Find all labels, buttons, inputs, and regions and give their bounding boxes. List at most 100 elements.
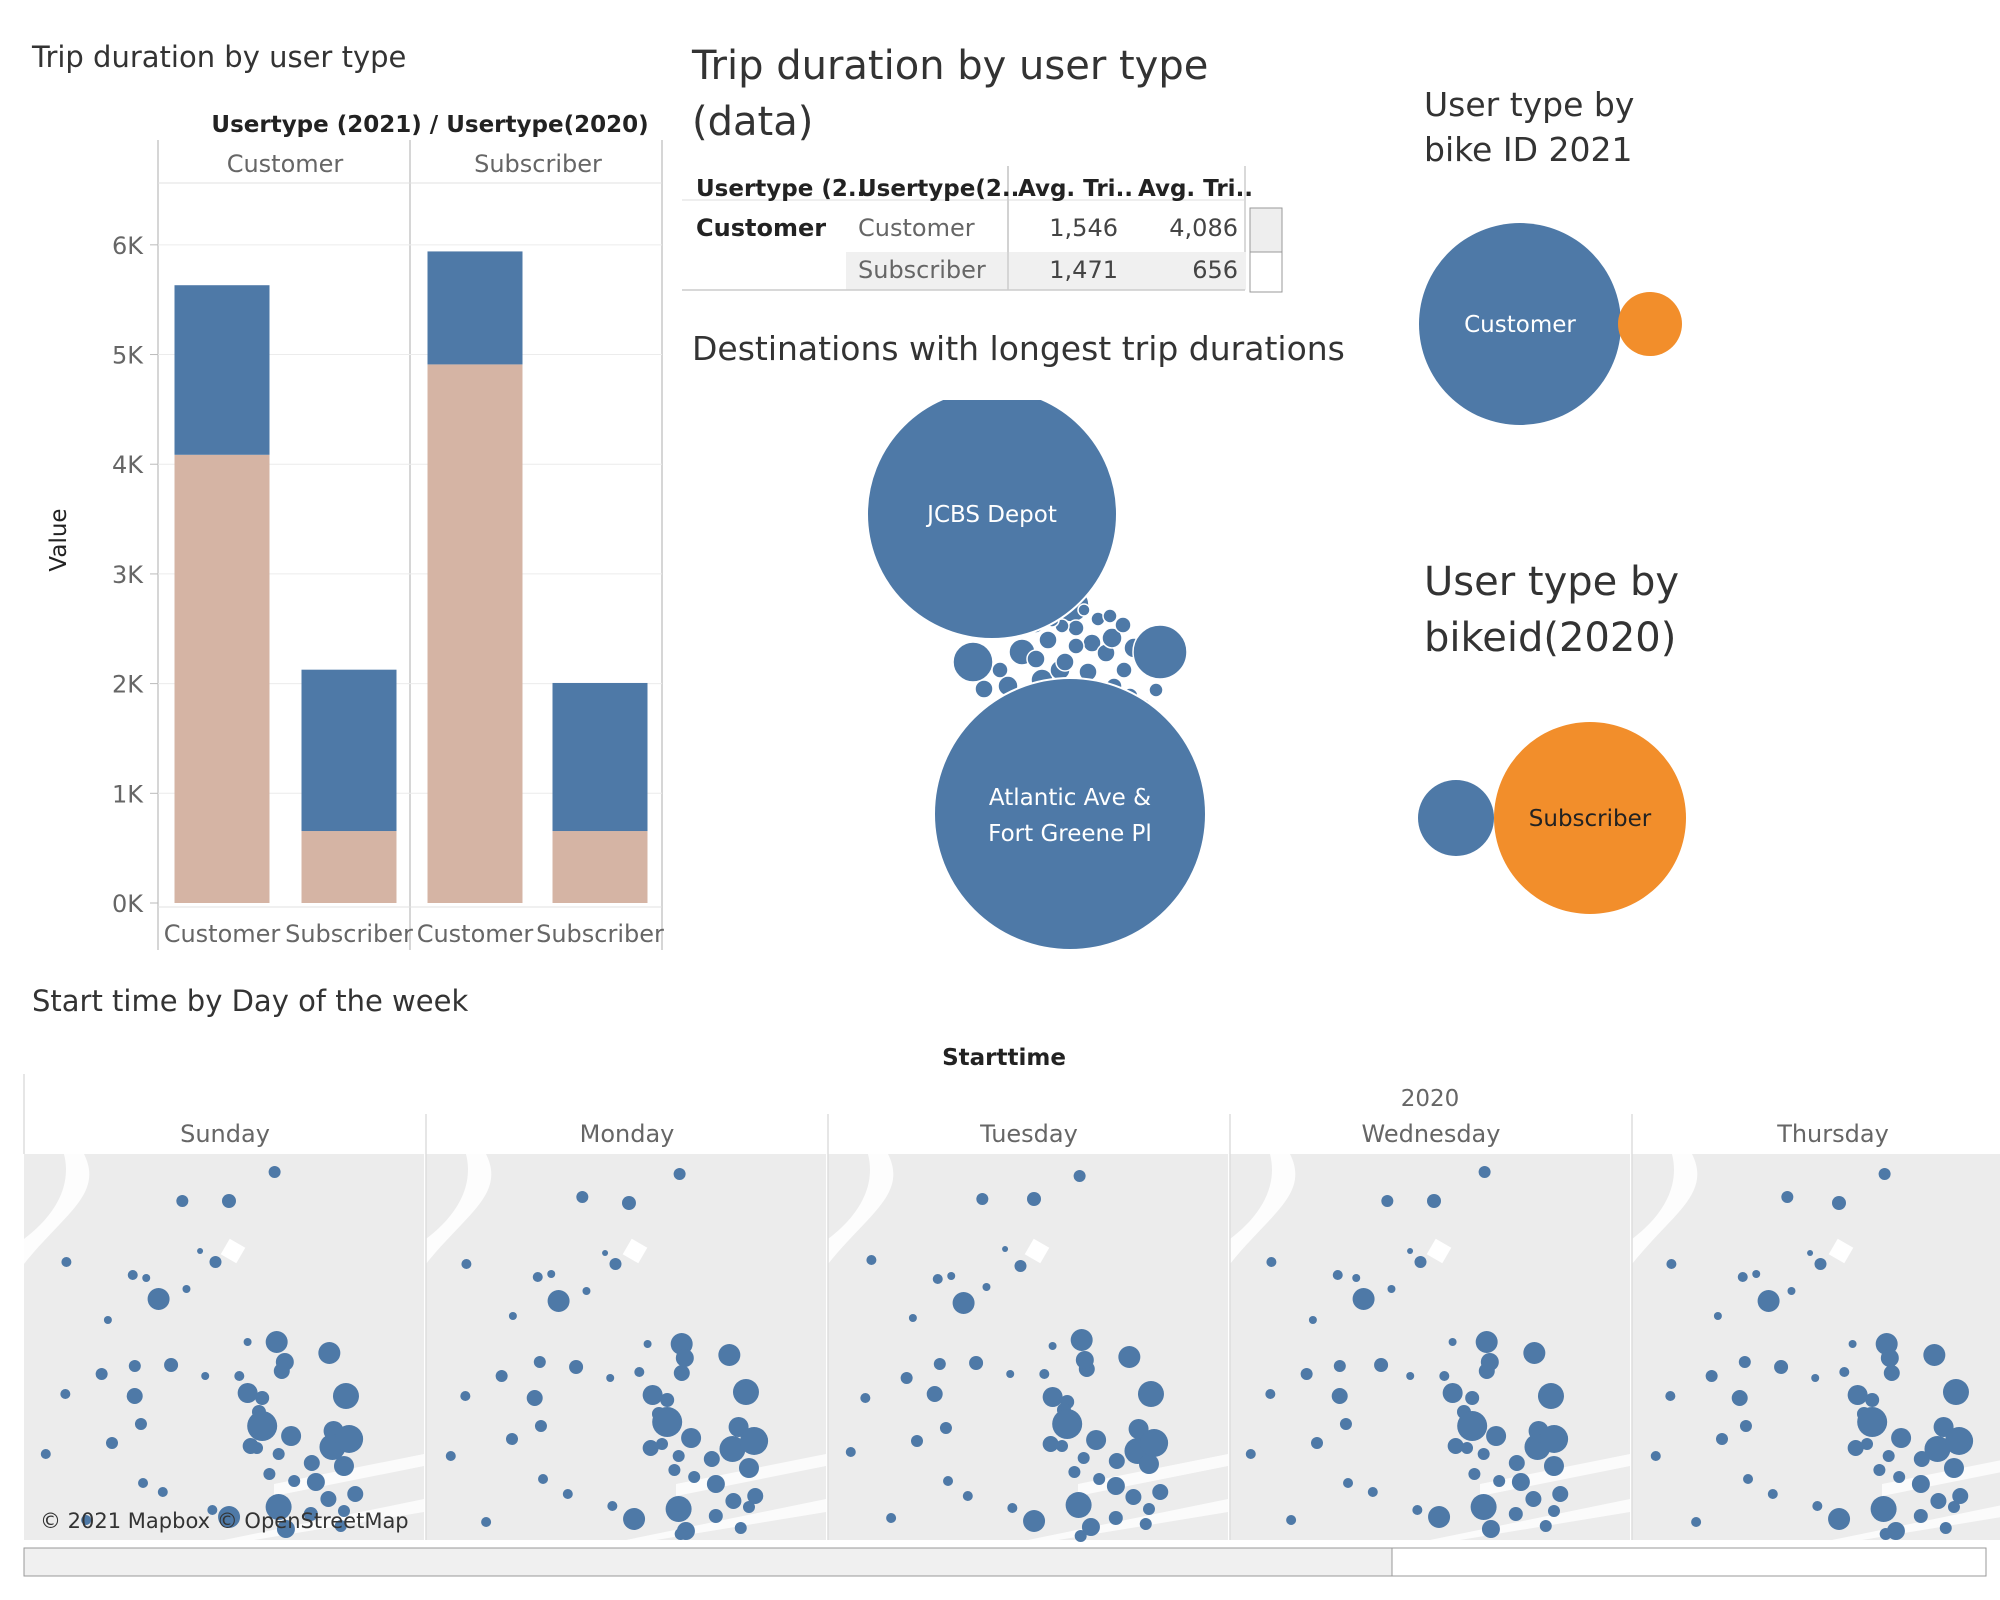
map-station-dot[interactable] (182, 1285, 191, 1293)
map-station-dot[interactable] (1138, 1454, 1159, 1474)
map-station-dot[interactable] (668, 1464, 681, 1476)
map-station-dot[interactable] (333, 1456, 354, 1476)
map-station-dot[interactable] (642, 1440, 659, 1456)
map-station-dot[interactable] (337, 1505, 350, 1517)
map-station-dot[interactable] (621, 1196, 636, 1210)
map-station-dot[interactable] (1137, 1381, 1164, 1407)
map-station-dot[interactable] (1339, 1418, 1352, 1430)
map-station-dot[interactable] (1543, 1456, 1564, 1476)
map-station-dot[interactable] (708, 1509, 723, 1523)
map-station-dot[interactable] (1139, 1518, 1152, 1530)
map-station-dot[interactable] (1478, 1166, 1491, 1178)
bar-segment-blue[interactable] (174, 285, 270, 455)
map-station-dot[interactable] (242, 1438, 259, 1454)
map-station-dot[interactable] (1070, 1329, 1093, 1351)
map-station-dot[interactable] (962, 1491, 973, 1501)
map-station-dot[interactable] (1002, 1246, 1009, 1252)
map-station-dot[interactable] (674, 1528, 687, 1540)
map-station-dot[interactable] (1374, 1358, 1389, 1372)
destination-bubble[interactable] (1148, 682, 1164, 698)
map-station-dot[interactable] (303, 1455, 320, 1471)
map-station-dot[interactable] (1442, 1383, 1463, 1403)
map-station-dot[interactable] (732, 1379, 759, 1405)
map-station-dot[interactable] (142, 1274, 151, 1282)
map-station-dot[interactable] (1924, 1436, 1951, 1462)
map-station-dot[interactable] (609, 1258, 622, 1270)
map-station-dot[interactable] (1923, 1344, 1946, 1366)
map-station-dot[interactable] (606, 1374, 615, 1382)
map-station-dot[interactable] (1106, 1477, 1125, 1495)
map-station-dot[interactable] (1332, 1270, 1343, 1280)
map-station-dot[interactable] (1511, 1473, 1530, 1491)
map-panel-monday[interactable] (426, 1154, 826, 1540)
map-station-dot[interactable] (1870, 1496, 1897, 1522)
bar-segment-tan[interactable] (301, 831, 397, 903)
map-station-dot[interactable] (1142, 1503, 1155, 1515)
map-station-dot[interactable] (1828, 1508, 1851, 1530)
map-station-dot[interactable] (532, 1272, 543, 1282)
map-station-dot[interactable] (1300, 1368, 1313, 1380)
map-station-dot[interactable] (1508, 1455, 1525, 1471)
map-station-dot[interactable] (866, 1255, 877, 1265)
destination-bubble[interactable] (1026, 649, 1046, 669)
map-station-dot[interactable] (643, 1340, 652, 1348)
map-station-dot[interactable] (1952, 1488, 1969, 1504)
table-scroll-bottom[interactable] (1249, 251, 1283, 293)
map-station-dot[interactable] (1477, 1448, 1490, 1460)
map-station-dot[interactable] (1930, 1493, 1947, 1509)
destination-bubble[interactable] (952, 641, 994, 683)
map-station-dot[interactable] (672, 1450, 685, 1462)
map-station-dot[interactable] (547, 1290, 570, 1312)
destination-bubble[interactable] (1055, 652, 1075, 672)
map-station-dot[interactable] (1880, 1349, 1899, 1367)
map-station-dot[interactable] (508, 1312, 517, 1320)
map-station-dot[interactable] (526, 1390, 543, 1406)
map-station-dot[interactable] (982, 1283, 991, 1291)
map-station-dot[interactable] (303, 1507, 318, 1521)
map-station-dot[interactable] (1286, 1515, 1297, 1525)
map-station-dot[interactable] (1857, 1407, 1888, 1437)
map-station-dot[interactable] (201, 1372, 210, 1380)
map-station-dot[interactable] (276, 1520, 295, 1538)
map-station-dot[interactable] (1412, 1505, 1423, 1515)
map-station-dot[interactable] (1774, 1360, 1789, 1374)
map-station-dot[interactable] (1847, 1385, 1868, 1405)
map-station-dot[interactable] (157, 1487, 168, 1497)
destination-bubble[interactable] (991, 661, 1009, 679)
map-station-dot[interactable] (703, 1451, 720, 1467)
map-station-dot[interactable] (719, 1436, 746, 1462)
map-station-dot[interactable] (976, 1193, 989, 1205)
map-station-dot[interactable] (1737, 1272, 1748, 1282)
map-station-dot[interactable] (126, 1388, 143, 1404)
map-station-dot[interactable] (1882, 1450, 1895, 1462)
map-station-dot[interactable] (332, 1383, 359, 1409)
map-station-dot[interactable] (1006, 1370, 1015, 1378)
bubble-jcbs-depot[interactable] (866, 400, 1118, 640)
map-station-dot[interactable] (1743, 1474, 1754, 1484)
map-station-dot[interactable] (706, 1475, 725, 1493)
map-station-dot[interactable] (138, 1478, 149, 1488)
map-station-dot[interactable] (237, 1383, 258, 1403)
map-station-dot[interactable] (1333, 1360, 1346, 1372)
map-station-dot[interactable] (1093, 1473, 1106, 1485)
map-station-dot[interactable] (288, 1475, 301, 1487)
map-station-dot[interactable] (481, 1517, 492, 1527)
map-station-dot[interactable] (602, 1250, 609, 1256)
map-station-dot[interactable] (268, 1166, 281, 1178)
map-station-dot[interactable] (1883, 1365, 1900, 1381)
map-station-dot[interactable] (1705, 1370, 1718, 1382)
map-station-dot[interactable] (40, 1449, 51, 1459)
map-station-dot[interactable] (1665, 1391, 1676, 1401)
map-station-dot[interactable] (908, 1314, 917, 1322)
table-header-usertype-2021[interactable]: Usertype (2.. (696, 176, 865, 202)
bubble-atlantic-ave[interactable] (933, 677, 1207, 951)
map-station-dot[interactable] (1068, 1466, 1081, 1478)
map-station-dot[interactable] (1387, 1285, 1396, 1293)
map-station-dot[interactable] (1461, 1442, 1474, 1454)
map-station-dot[interactable] (1343, 1478, 1354, 1488)
destination-bubble[interactable] (1115, 661, 1133, 679)
map-station-dot[interactable] (1125, 1489, 1142, 1505)
map-station-dot[interactable] (1331, 1388, 1348, 1404)
map-station-dot[interactable] (1108, 1453, 1125, 1469)
map-station-dot[interactable] (1465, 1391, 1480, 1405)
